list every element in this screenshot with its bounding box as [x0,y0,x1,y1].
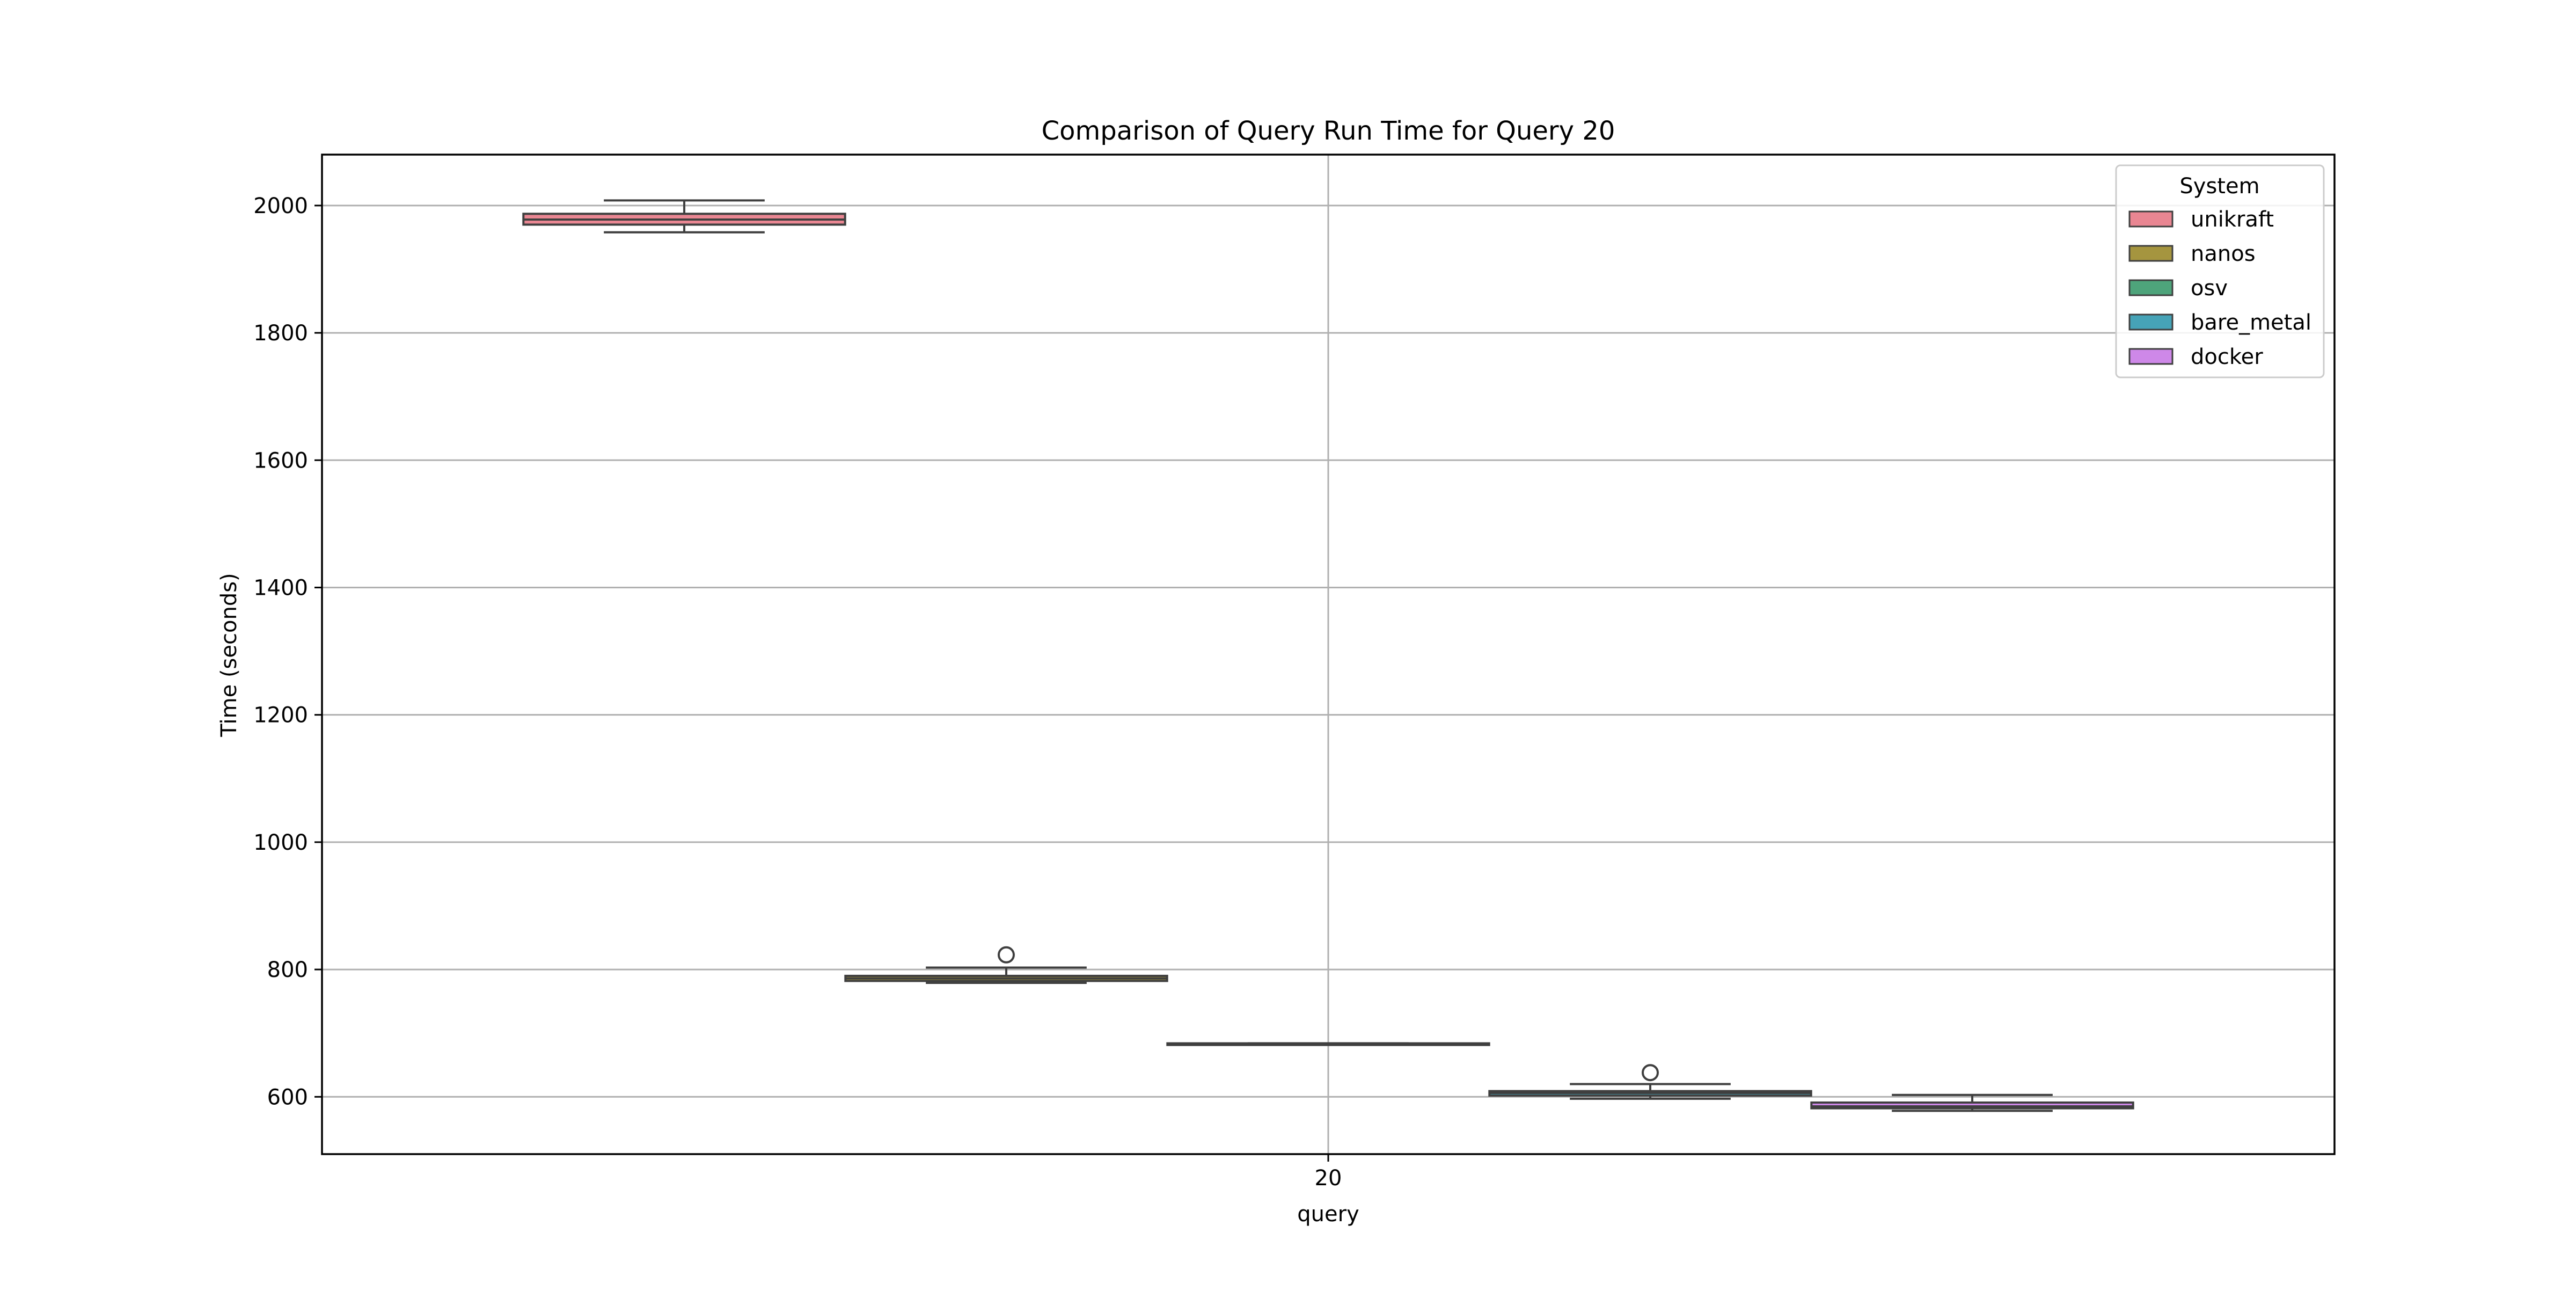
y-tick-label: 600 [267,1085,308,1110]
y-tick-label: 1800 [253,321,308,346]
legend-swatch [2128,210,2174,228]
legend-swatch [2128,313,2174,331]
legend-swatch [2128,348,2174,365]
legend-label: nanos [2191,242,2256,266]
chart-title: Comparison of Query Run Time for Query 2… [1042,116,1615,146]
box-unikraft [522,199,846,234]
legend-swatch [2128,279,2174,296]
box-docker [1810,1093,2134,1112]
legend-item-bare_metal: bare_metal [2128,310,2311,335]
outlier-point [1642,1064,1659,1082]
box-layer [522,199,2134,1112]
outlier-point [998,946,1015,964]
box-osv [1166,1042,1490,1046]
legend-label: docker [2191,345,2263,369]
y-tick-label: 800 [267,958,308,982]
legend-item-osv: osv [2128,276,2228,301]
legend-title: System [2179,174,2259,199]
legend-swatch [2128,245,2174,262]
y-axis-label: Time (seconds) [217,573,241,737]
x-tick-label: 20 [1315,1166,1342,1191]
x-axis-label: query [1297,1202,1359,1227]
y-tick-label: 1600 [253,448,308,473]
legend-item-docker: docker [2128,345,2263,369]
legend-label: bare_metal [2191,310,2311,335]
axis-layer: 600 800 1000 1200 1400 1600 1800 2000 20 [253,194,1342,1191]
y-tick-label: 1200 [253,703,308,728]
legend-item-nanos: nanos [2128,242,2256,266]
legend-label: unikraft [2191,207,2274,232]
legend-label: osv [2191,276,2228,301]
box-nanos [844,946,1168,984]
grid-layer [322,155,2334,1154]
box-bare_metal [1488,1064,1812,1100]
y-tick-label: 1400 [253,575,308,600]
legend-item-unikraft: unikraft [2128,207,2274,232]
y-tick-label: 1000 [253,830,308,855]
y-tick-label: 2000 [253,194,308,218]
